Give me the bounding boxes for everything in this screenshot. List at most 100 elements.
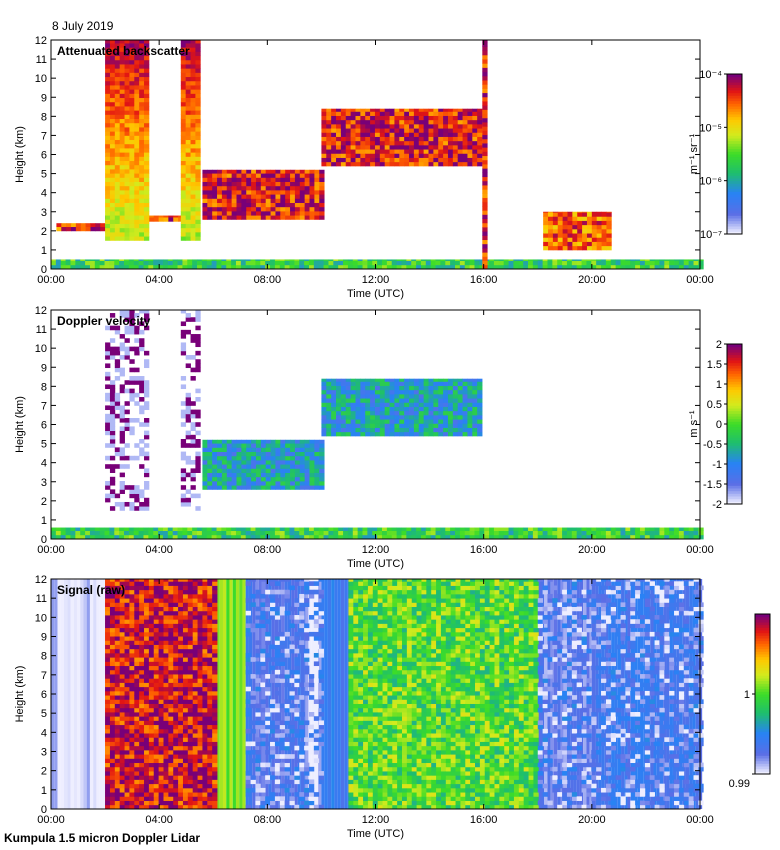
data-cell: [173, 615, 179, 620]
data-cell: [336, 140, 342, 146]
colorbar-segment: [727, 402, 742, 406]
data-cell: [409, 389, 415, 395]
x-tick-label: 12:00: [362, 274, 390, 286]
data-cell: [148, 527, 154, 532]
data-cell: [314, 206, 320, 212]
data-cell: [119, 615, 125, 620]
signal-column: [553, 579, 558, 809]
data-cell: [336, 393, 342, 399]
data-cell: [124, 796, 130, 801]
data-cell: [178, 716, 184, 721]
data-cell: [129, 160, 135, 166]
data-cell: [340, 419, 347, 424]
data-cell: [158, 724, 164, 730]
data-cell: [226, 264, 232, 270]
data-cell: [389, 393, 395, 399]
data-cell: [552, 527, 558, 532]
data-cell: [438, 144, 444, 150]
data-cell: [503, 264, 509, 270]
data-cell: [105, 51, 111, 57]
data-cell: [119, 198, 125, 203]
data-cell: [144, 223, 150, 229]
colorbar-segment: [727, 218, 742, 222]
data-cell: [114, 219, 121, 224]
data-cell: [423, 381, 429, 386]
data-cell: [582, 237, 588, 242]
data-cell: [304, 215, 310, 220]
data-cell: [104, 530, 110, 536]
data-cell: [217, 485, 223, 490]
data-cell: [659, 527, 665, 532]
data-cell: [299, 181, 306, 187]
data-cell: [172, 264, 178, 270]
data-cell: [241, 485, 247, 490]
data-cell: [207, 177, 213, 182]
data-cell: [51, 259, 57, 262]
data-cell: [279, 534, 286, 540]
data-cell: [472, 406, 478, 412]
data-cell: [567, 220, 573, 226]
data-cell: [280, 439, 286, 444]
data-cell: [138, 260, 144, 266]
data-cell: [265, 173, 271, 178]
data-cell: [260, 202, 267, 208]
data-cell: [139, 615, 145, 620]
data-cell: [129, 127, 135, 132]
data-cell: [319, 459, 325, 465]
data-cell: [190, 413, 196, 419]
data-cell: [370, 140, 376, 146]
data-cell: [326, 419, 332, 424]
data-cell: [144, 93, 150, 99]
data-cell: [134, 59, 140, 65]
data-cell: [114, 392, 121, 398]
data-cell: [139, 648, 145, 654]
colorbar-segment: [727, 135, 742, 139]
data-cell: [206, 534, 213, 540]
data-cell: [124, 804, 130, 810]
data-cell: [528, 260, 534, 266]
data-cell: [173, 771, 179, 776]
data-cell: [467, 157, 473, 163]
data-cell: [377, 259, 383, 262]
data-cell: [124, 202, 130, 208]
data-cell: [139, 796, 145, 801]
signal-column: [294, 579, 298, 809]
data-cell: [469, 534, 475, 540]
data-cell: [457, 161, 463, 167]
data-cell: [187, 640, 194, 645]
data-cell: [173, 602, 179, 607]
data-cell: [635, 534, 641, 540]
data-cell: [270, 527, 276, 532]
data-cell: [212, 447, 218, 452]
data-cell: [236, 177, 242, 182]
data-cell: [139, 131, 145, 136]
signal-column: [80, 579, 84, 809]
data-cell: [124, 152, 130, 157]
data-cell: [124, 443, 130, 448]
data-cell: [148, 716, 155, 721]
data-cell: [173, 652, 179, 658]
data-cell: [394, 119, 400, 125]
data-cell: [294, 202, 301, 208]
data-cell: [139, 215, 145, 220]
data-cell: [61, 226, 67, 232]
data-cell: [331, 144, 337, 150]
data-cell: [493, 534, 500, 540]
data-cell: [178, 598, 184, 603]
data-cell: [216, 260, 222, 266]
data-cell: [139, 329, 145, 335]
data-cell: [187, 695, 194, 700]
data-cell: [105, 371, 111, 377]
data-cell: [153, 758, 160, 764]
colorbar-segment: [727, 466, 742, 470]
data-cell: [374, 123, 381, 129]
data-cell: [635, 530, 641, 536]
data-cell: [280, 181, 286, 187]
data-cell: [457, 108, 463, 112]
data-cell: [114, 762, 121, 768]
data-cell: [428, 111, 434, 116]
feature-low-cloud: [543, 211, 612, 251]
data-cell: [148, 792, 155, 797]
data-cell: [319, 206, 325, 212]
data-cell: [163, 707, 169, 713]
